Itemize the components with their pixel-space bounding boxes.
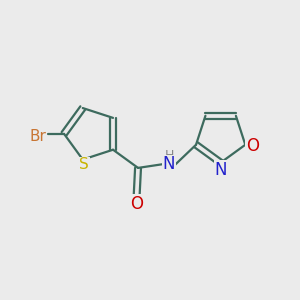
Text: O: O bbox=[130, 195, 143, 213]
Text: O: O bbox=[246, 137, 259, 155]
Text: S: S bbox=[79, 158, 89, 172]
Text: N: N bbox=[163, 155, 175, 173]
Text: Br: Br bbox=[29, 129, 46, 144]
Text: N: N bbox=[214, 161, 227, 179]
Text: H: H bbox=[165, 149, 175, 162]
